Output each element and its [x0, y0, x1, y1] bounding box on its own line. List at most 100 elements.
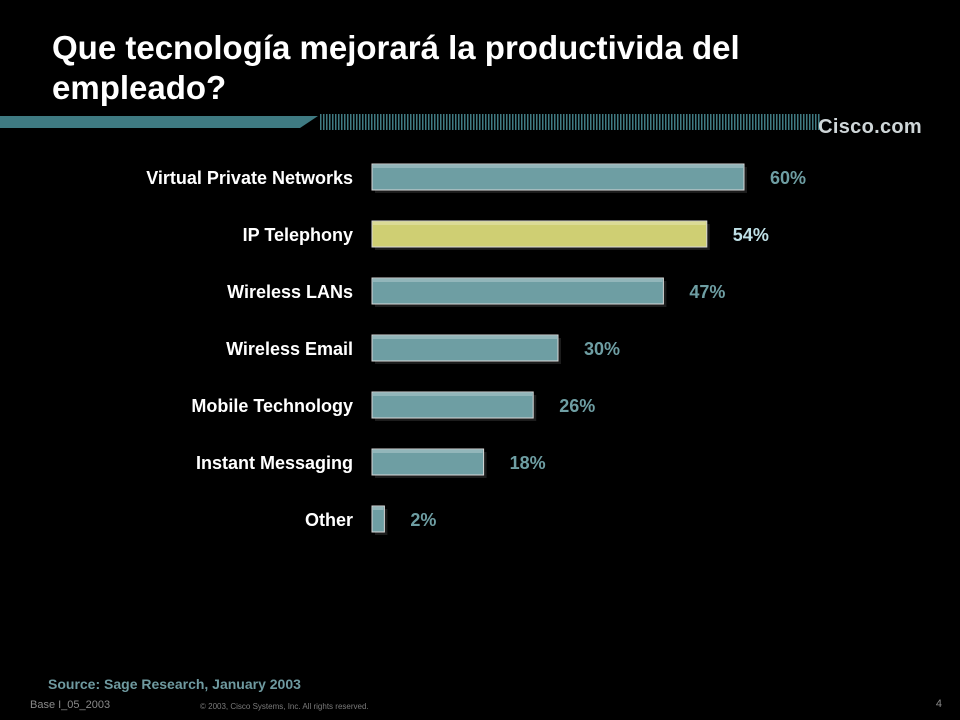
header-band-stripe	[476, 114, 478, 130]
header-band-stripe	[494, 114, 496, 130]
header-band-stripe	[512, 114, 514, 130]
bar-highlight-edge	[373, 222, 706, 225]
bar	[371, 391, 534, 419]
header-band-stripe	[758, 114, 760, 130]
header-band-stripe	[410, 114, 412, 130]
header-band-stripe	[521, 114, 523, 130]
header-band-stripe	[764, 114, 766, 130]
header-band-stripe	[635, 114, 637, 130]
header-band-stripe	[590, 114, 592, 130]
bar-highlight-edge	[373, 450, 483, 453]
header-band-stripe	[506, 114, 508, 130]
bar-highlight-edge	[373, 507, 384, 510]
header-band-stripe	[818, 114, 820, 130]
header-band-stripe	[794, 114, 796, 130]
header-band-stripe	[647, 114, 649, 130]
header-band-stripe	[431, 114, 433, 130]
header-band-stripe	[479, 114, 481, 130]
data-label: 54%	[733, 225, 769, 245]
header-band-stripe	[725, 114, 727, 130]
header-band-stripe	[407, 114, 409, 130]
header-band-stripe	[329, 114, 331, 130]
header-band-stripe	[389, 114, 391, 130]
header-band-stripe	[746, 114, 748, 130]
header-band-stripe	[365, 114, 367, 130]
header-band-stripe	[785, 114, 787, 130]
header-band-stripe	[320, 114, 322, 130]
header-band-stripe	[719, 114, 721, 130]
header-band-stripe	[623, 114, 625, 130]
header-band-stripe	[488, 114, 490, 130]
header-band-stripe	[689, 114, 691, 130]
header-band-stripe	[524, 114, 526, 130]
header-band-stripe	[683, 114, 685, 130]
page-number: 4	[935, 698, 942, 710]
header-band-stripe	[665, 114, 667, 130]
header-band-stripe	[761, 114, 763, 130]
header-band-stripe	[722, 114, 724, 130]
header-band-stripe	[698, 114, 700, 130]
header-band-stripe	[416, 114, 418, 130]
header-band-stripe	[596, 114, 598, 130]
header-band-stripe	[650, 114, 652, 130]
header-band-stripe	[791, 114, 793, 130]
header-band-stripe	[464, 114, 466, 130]
bar-highlight-edge	[373, 336, 557, 339]
header-band-stripe	[323, 114, 325, 130]
bar-highlight-edge	[373, 393, 533, 396]
header-band-stripe	[614, 114, 616, 130]
slide-title: Que tecnología mejorará la productivida …	[52, 29, 740, 106]
header-band-stripe	[536, 114, 538, 130]
header-band-stripe	[560, 114, 562, 130]
header-band-stripe	[467, 114, 469, 130]
footer-copyright: © 2003, Cisco Systems, Inc. All rights r…	[200, 702, 369, 711]
header-band-stripe	[773, 114, 775, 130]
header-band-stripe	[716, 114, 718, 130]
header-band-stripe	[656, 114, 658, 130]
header-band-stripe	[776, 114, 778, 130]
header-band-stripe	[608, 114, 610, 130]
category-label: Virtual Private Networks	[146, 168, 353, 188]
header-band-stripe	[503, 114, 505, 130]
header-band-stripe	[803, 114, 805, 130]
header-band-stripe	[632, 114, 634, 130]
category-label: Wireless LANs	[227, 282, 353, 302]
header-band-stripe	[518, 114, 520, 130]
bar	[371, 163, 745, 191]
header-band-stripe	[815, 114, 817, 130]
header-band-stripe	[413, 114, 415, 130]
header-band-stripe	[419, 114, 421, 130]
header-band-stripe	[347, 114, 349, 130]
category-label: Instant Messaging	[196, 453, 353, 473]
header-band-stripe	[686, 114, 688, 130]
header-band-stripe	[533, 114, 535, 130]
header-band-stripe	[626, 114, 628, 130]
header-band-stripe	[485, 114, 487, 130]
header-band-stripe	[440, 114, 442, 130]
header-band-stripe	[680, 114, 682, 130]
header-band-stripe	[461, 114, 463, 130]
header-band-stripe	[359, 114, 361, 130]
header-band-stripe	[509, 114, 511, 130]
header-band-stripe	[641, 114, 643, 130]
header-band-stripe	[398, 114, 400, 130]
header-band-stripe	[674, 114, 676, 130]
category-label: Other	[305, 510, 353, 530]
header-band-stripe	[530, 114, 532, 130]
header-band-stripe	[542, 114, 544, 130]
header-band-stripe	[539, 114, 541, 130]
header-band-stripe	[743, 114, 745, 130]
header-band-stripe	[404, 114, 406, 130]
header-band-stripe	[581, 114, 583, 130]
header-band-stripe	[443, 114, 445, 130]
header-band-stripe	[572, 114, 574, 130]
header-band-stripe	[812, 114, 814, 130]
header-band-stripe	[602, 114, 604, 130]
header-band-stripe	[707, 114, 709, 130]
header-band-stripe	[353, 114, 355, 130]
header-band-stripe	[500, 114, 502, 130]
header-band-stripe	[563, 114, 565, 130]
footer-deck-id: Base I_05_2003	[30, 699, 111, 711]
header-band-stripe	[452, 114, 454, 130]
header-band-slope	[300, 116, 318, 128]
